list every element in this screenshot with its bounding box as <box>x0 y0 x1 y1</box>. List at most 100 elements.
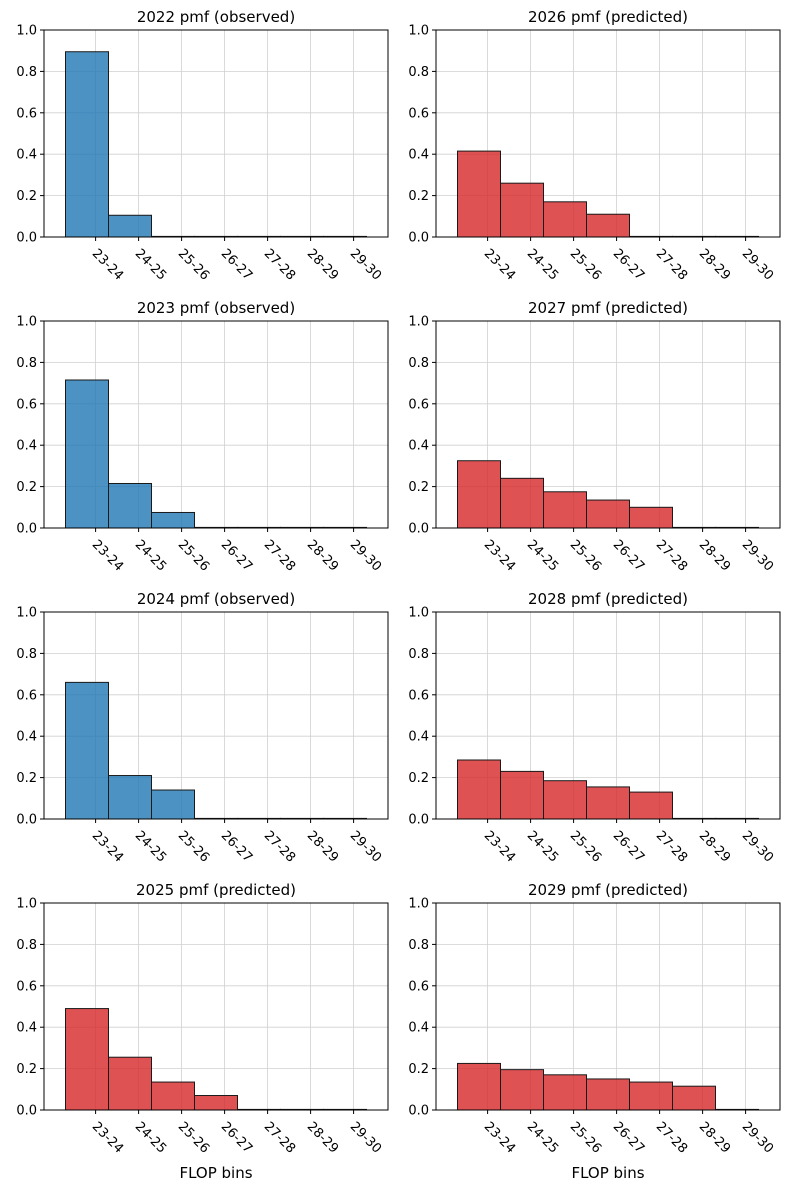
x-tick-label: 25-26 <box>567 246 604 283</box>
x-tick-label: 24-25 <box>132 537 169 574</box>
y-tick-label: 0.0 <box>408 813 429 828</box>
bar-24-25 <box>108 214 152 238</box>
y-tick-label: 0.6 <box>16 397 37 412</box>
x-tick-label: 29-30 <box>347 246 384 283</box>
bar-26-27 <box>586 213 630 238</box>
subplot-6: 0.0 0.2 0.4 0.6 0.8 1.0 23-24 24-25 25-26 26-27 27… <box>408 590 781 866</box>
axes-frame <box>43 902 389 1111</box>
bar-24-25 <box>108 775 152 820</box>
subplot-title: 2022 pmf (observed) <box>137 8 295 26</box>
bar-25-26 <box>543 780 587 820</box>
axes-frame <box>435 29 781 238</box>
x-axis-label: FLOP bins <box>179 1164 252 1182</box>
axes-frame <box>43 611 389 820</box>
x-tick-label: 27-28 <box>261 828 298 865</box>
bar-24-25 <box>108 1056 152 1111</box>
y-tick-label: 0.4 <box>16 730 37 745</box>
y-tick-label: 0.6 <box>408 397 429 412</box>
x-tick-label: 23-24 <box>481 246 518 283</box>
y-tick-label: 0.4 <box>16 1021 37 1036</box>
x-tick-label: 27-28 <box>261 1119 298 1156</box>
axes-frame <box>43 29 389 238</box>
y-tick-label: 0.2 <box>408 771 429 786</box>
bar-25-26 <box>543 1074 587 1111</box>
x-tick-label: 26-27 <box>610 828 647 865</box>
y-tick-label: 0.8 <box>16 65 37 80</box>
subplot-3: 0.0 0.2 0.4 0.6 0.8 1.0 23-24 24-25 25-26 26-27 27… <box>16 299 389 575</box>
x-tick-label: 26-27 <box>218 1119 255 1156</box>
bar-24-25 <box>500 182 544 238</box>
bar-24-25 <box>108 482 152 529</box>
x-tick-label: 24-25 <box>524 537 561 574</box>
y-tick-label: 0.2 <box>408 480 429 495</box>
bar-23-24 <box>457 759 501 820</box>
y-tick-label: 0.6 <box>408 106 429 121</box>
y-tick-label: 0.8 <box>16 356 37 371</box>
x-tick-label: 25-26 <box>175 828 212 865</box>
subplot-7: 0.0 0.2 0.4 0.6 0.8 1.0 23-24 24-25 25-26 26-27 27… <box>16 881 389 1182</box>
y-tick-label: 0.6 <box>16 688 37 703</box>
x-tick-label: 23-24 <box>89 246 126 283</box>
subplot-title: 2027 pmf (predicted) <box>528 299 688 317</box>
y-tick-label: 0.0 <box>408 1104 429 1119</box>
x-tick-label: 24-25 <box>132 828 169 865</box>
x-tick-label: 23-24 <box>89 537 126 574</box>
y-tick-label: 0.4 <box>408 1021 429 1036</box>
x-tick-label: 26-27 <box>610 537 647 574</box>
subplot-1: 0.0 0.2 0.4 0.6 0.8 1.0 23-24 24-25 25-26 26-27 27… <box>16 8 389 284</box>
bar-26-27 <box>194 1095 238 1111</box>
bar-23-24 <box>457 460 501 529</box>
bar-27-28 <box>629 791 673 820</box>
x-tick-label: 26-27 <box>610 246 647 283</box>
y-tick-label: 0.8 <box>408 938 429 953</box>
y-tick-label: 0.0 <box>16 813 37 828</box>
x-tick-label: 28-29 <box>304 537 341 574</box>
x-tick-label: 23-24 <box>89 1119 126 1156</box>
y-tick-label: 0.2 <box>16 1062 37 1077</box>
y-tick-label: 0.8 <box>408 356 429 371</box>
bar-28-29 <box>672 1085 716 1111</box>
x-tick-label: 25-26 <box>567 828 604 865</box>
x-tick-label: 25-26 <box>175 246 212 283</box>
x-tick-label: 28-29 <box>696 1119 733 1156</box>
x-tick-label: 28-29 <box>696 246 733 283</box>
x-tick-label: 29-30 <box>739 246 776 283</box>
bar-24-25 <box>500 1069 544 1111</box>
bar-23-24 <box>65 681 109 820</box>
x-tick-label: 28-29 <box>304 828 341 865</box>
y-tick-label: 0.4 <box>408 730 429 745</box>
y-tick-label: 1.0 <box>408 24 429 39</box>
y-tick-label: 0.6 <box>408 979 429 994</box>
x-tick-label: 27-28 <box>653 246 690 283</box>
x-tick-label: 23-24 <box>481 1119 518 1156</box>
bar-27-28 <box>629 506 673 529</box>
x-axis-label: FLOP bins <box>571 1164 644 1182</box>
x-tick-label: 24-25 <box>524 1119 561 1156</box>
x-tick-label: 29-30 <box>739 537 776 574</box>
y-tick-label: 1.0 <box>16 315 37 330</box>
y-tick-label: 0.8 <box>408 65 429 80</box>
y-tick-label: 0.0 <box>408 522 429 537</box>
axes-frame <box>435 320 781 529</box>
x-tick-label: 27-28 <box>261 537 298 574</box>
x-tick-label: 25-26 <box>567 1119 604 1156</box>
bar-24-25 <box>500 477 544 529</box>
x-tick-label: 24-25 <box>524 246 561 283</box>
bar-26-27 <box>586 786 630 820</box>
bar-26-27 <box>586 1078 630 1111</box>
y-tick-label: 0.2 <box>408 1062 429 1077</box>
bar-24-25 <box>500 770 544 820</box>
x-tick-label: 23-24 <box>481 828 518 865</box>
x-tick-label: 24-25 <box>132 1119 169 1156</box>
x-tick-label: 25-26 <box>175 537 212 574</box>
y-tick-label: 0.4 <box>408 439 429 454</box>
y-tick-label: 0.8 <box>16 647 37 662</box>
x-tick-label: 29-30 <box>739 1119 776 1156</box>
axes-frame <box>435 611 781 820</box>
x-tick-label: 28-29 <box>304 1119 341 1156</box>
x-tick-label: 29-30 <box>347 1119 384 1156</box>
bar-23-24 <box>457 150 501 238</box>
bar-25-26 <box>151 511 195 529</box>
x-tick-label: 29-30 <box>347 537 384 574</box>
